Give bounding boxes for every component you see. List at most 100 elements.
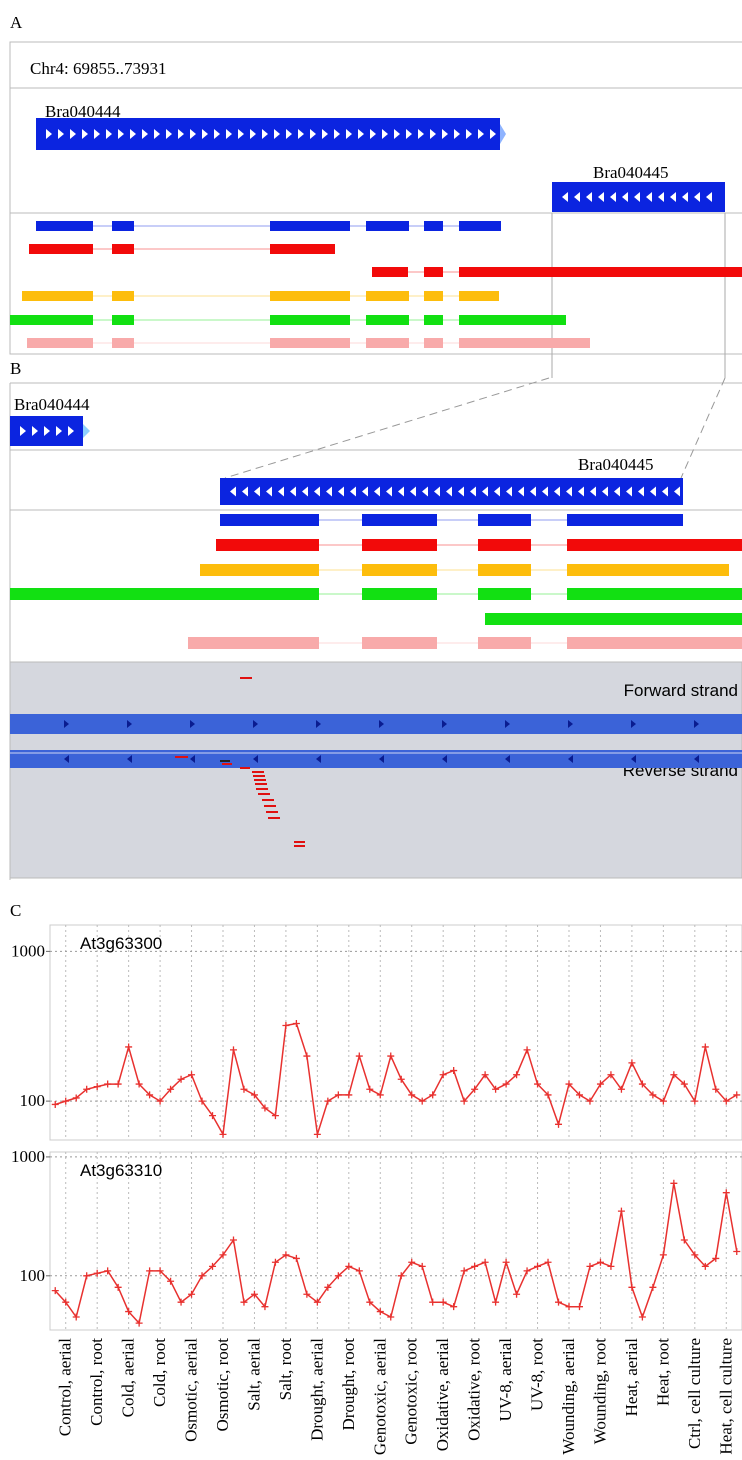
strand-arrow xyxy=(578,486,584,497)
strand-band xyxy=(10,750,742,768)
exon xyxy=(478,514,531,526)
strand-arrow xyxy=(242,486,248,497)
data-point xyxy=(334,1091,342,1099)
data-point xyxy=(177,1298,185,1306)
strand-arrow xyxy=(274,129,280,139)
data-point xyxy=(355,1052,363,1060)
exon xyxy=(424,267,443,277)
data-point xyxy=(135,1319,143,1327)
data-point xyxy=(460,1267,468,1275)
data-point xyxy=(72,1094,80,1102)
exon xyxy=(22,291,93,301)
data-point xyxy=(586,1262,594,1270)
data-point xyxy=(429,1091,437,1099)
data-point xyxy=(51,1287,59,1295)
data-point xyxy=(450,1303,458,1311)
x-tick-label: Ctrl, cell culture xyxy=(685,1338,704,1449)
data-point xyxy=(565,1303,573,1311)
strand-arrow xyxy=(466,129,472,139)
data-point xyxy=(229,1046,237,1054)
data-point xyxy=(250,1091,258,1099)
data-point xyxy=(313,1130,321,1138)
data-point xyxy=(135,1080,143,1088)
gene-label: Bra040444 xyxy=(14,395,90,414)
strand-arrow xyxy=(406,129,412,139)
strand-arrow xyxy=(64,720,69,728)
strand-arrow xyxy=(202,129,208,139)
exon xyxy=(485,613,742,625)
data-point xyxy=(324,1283,332,1291)
strand-arrow xyxy=(379,755,384,763)
data-point xyxy=(733,1248,741,1256)
strand-arrow xyxy=(106,129,112,139)
data-point xyxy=(722,1097,730,1105)
strand-arrow xyxy=(32,426,38,436)
data-point xyxy=(324,1097,332,1105)
data-point xyxy=(292,1019,300,1027)
strand-arrow xyxy=(322,129,328,139)
x-tick-label: Cold, root xyxy=(150,1338,169,1407)
strand-arrow xyxy=(338,486,344,497)
strand-arrow xyxy=(379,720,384,728)
data-point xyxy=(555,1298,563,1306)
data-point xyxy=(250,1290,258,1298)
x-tick-label: Control, aerial xyxy=(56,1338,75,1436)
panel-label: A xyxy=(10,13,23,32)
data-point xyxy=(418,1262,426,1270)
strand-arrow xyxy=(298,129,304,139)
strand-arrow xyxy=(310,129,316,139)
data-point xyxy=(523,1267,531,1275)
data-point xyxy=(83,1085,91,1093)
data-point xyxy=(83,1272,91,1280)
panel-label: C xyxy=(10,901,21,920)
data-point xyxy=(72,1313,80,1321)
strand-arrow xyxy=(638,486,644,497)
data-point xyxy=(649,1091,657,1099)
x-tick-label: Salt, aerial xyxy=(244,1338,263,1411)
x-tick-label: Wounding, root xyxy=(590,1338,609,1445)
strand-arrow xyxy=(482,486,488,497)
data-point xyxy=(502,1080,510,1088)
data-point xyxy=(492,1298,500,1306)
strand-arrow xyxy=(410,486,416,497)
strand-arrow xyxy=(614,486,620,497)
data-point xyxy=(93,1083,101,1091)
data-point xyxy=(219,1130,227,1138)
exon xyxy=(567,588,742,600)
strand-arrow xyxy=(190,755,195,763)
strand-arrow xyxy=(566,486,572,497)
exon xyxy=(27,338,93,348)
x-tick-label: Heat, cell culture xyxy=(716,1338,735,1455)
strand-arrow xyxy=(362,486,368,497)
data-point xyxy=(418,1097,426,1105)
data-point xyxy=(156,1097,164,1105)
data-point xyxy=(555,1120,563,1128)
data-point xyxy=(502,1258,510,1266)
data-point xyxy=(125,1043,133,1051)
strand-arrow xyxy=(20,426,26,436)
strand-arrow xyxy=(286,129,292,139)
data-point xyxy=(209,1262,217,1270)
data-point xyxy=(271,1258,279,1266)
exon xyxy=(459,267,742,277)
strand-arrow xyxy=(254,486,260,497)
data-point xyxy=(712,1085,720,1093)
data-point xyxy=(649,1283,657,1291)
strand-arrow xyxy=(130,129,136,139)
exon xyxy=(362,514,437,526)
strand-arrow xyxy=(266,486,272,497)
strand-arrow xyxy=(694,720,699,728)
data-point xyxy=(334,1272,342,1280)
strand-arrow xyxy=(190,129,196,139)
strand-band xyxy=(10,714,742,734)
exon xyxy=(567,637,742,649)
data-point xyxy=(104,1267,112,1275)
strand-arrow xyxy=(346,129,352,139)
data-point xyxy=(575,1091,583,1099)
strand-arrow xyxy=(154,129,160,139)
strand-arrow xyxy=(505,755,510,763)
strand-arrow xyxy=(278,486,284,497)
data-point xyxy=(471,1262,479,1270)
strand-arrow xyxy=(44,426,50,436)
strand-arrow xyxy=(610,192,616,202)
